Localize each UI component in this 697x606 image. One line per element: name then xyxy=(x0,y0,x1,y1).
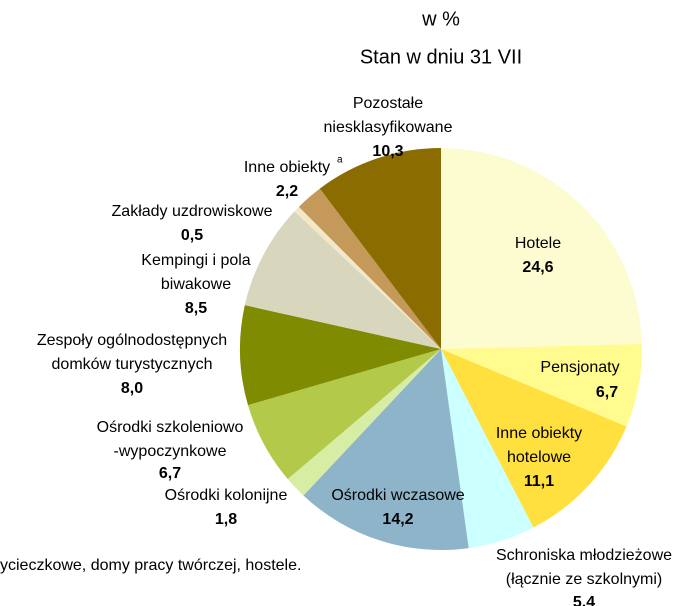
value-label: 5.4 xyxy=(573,594,595,606)
footnote: ycieczkowe, domy pracy twórczej, hostele… xyxy=(0,557,301,574)
pie-slice xyxy=(239,305,441,406)
pie-slice xyxy=(303,349,469,551)
pie-slice xyxy=(319,148,441,349)
pie-slice xyxy=(441,343,642,427)
slice-label: Kempingi i pola biwakowe xyxy=(141,252,251,293)
pie-slice xyxy=(287,349,441,496)
chart-subtitle: Stan w dniu 31 VII xyxy=(360,46,522,68)
pie-slice xyxy=(298,188,441,349)
pie-slice xyxy=(244,211,441,349)
value-label: 24,6 xyxy=(522,259,553,276)
value-label: 8,5 xyxy=(185,300,207,317)
value-label: 14,2 xyxy=(382,511,413,528)
chart-title: w % xyxy=(421,8,460,30)
slice-label: Zespoły ogólnodostępnych domków turystycz… xyxy=(37,332,227,373)
value-label: 10,3 xyxy=(372,143,403,160)
value-label: 6,7 xyxy=(159,465,181,482)
value-label: 8,0 xyxy=(121,380,143,397)
value-label: 1,8 xyxy=(215,511,237,528)
value-label: 2,2 xyxy=(276,183,298,200)
pie-slice xyxy=(294,206,441,349)
slice-label: Schroniska młodzieżowe (łącznie ze szkoln… xyxy=(496,547,672,588)
slice-label: Ośrodki wczasowe xyxy=(331,487,464,504)
slice-label: Zakłady uzdrowiskowe xyxy=(112,203,273,220)
slice-label: Ośrodki kolonijne xyxy=(165,487,288,504)
value-label: 11,1 xyxy=(524,473,554,490)
footnote-mark: a xyxy=(337,155,343,166)
pie-slice xyxy=(441,148,642,349)
pie-slice xyxy=(247,349,441,480)
pie-slice xyxy=(441,349,627,528)
slice-label: Pensjonaty xyxy=(540,359,619,376)
slice-label: Pozostałe niesklasyfikowane xyxy=(324,95,453,136)
slice-label: Inne obiekty hotelowe xyxy=(496,425,582,466)
slice-label: Ośrodki szkoleniowo -wypoczynkowe xyxy=(97,419,244,460)
pie-slice xyxy=(441,349,534,549)
slice-label: Inne obiekty xyxy=(244,159,330,176)
slice-label: Hotele xyxy=(515,235,561,252)
value-label: 0,5 xyxy=(181,227,203,244)
value-label: 6,7 xyxy=(596,384,618,401)
